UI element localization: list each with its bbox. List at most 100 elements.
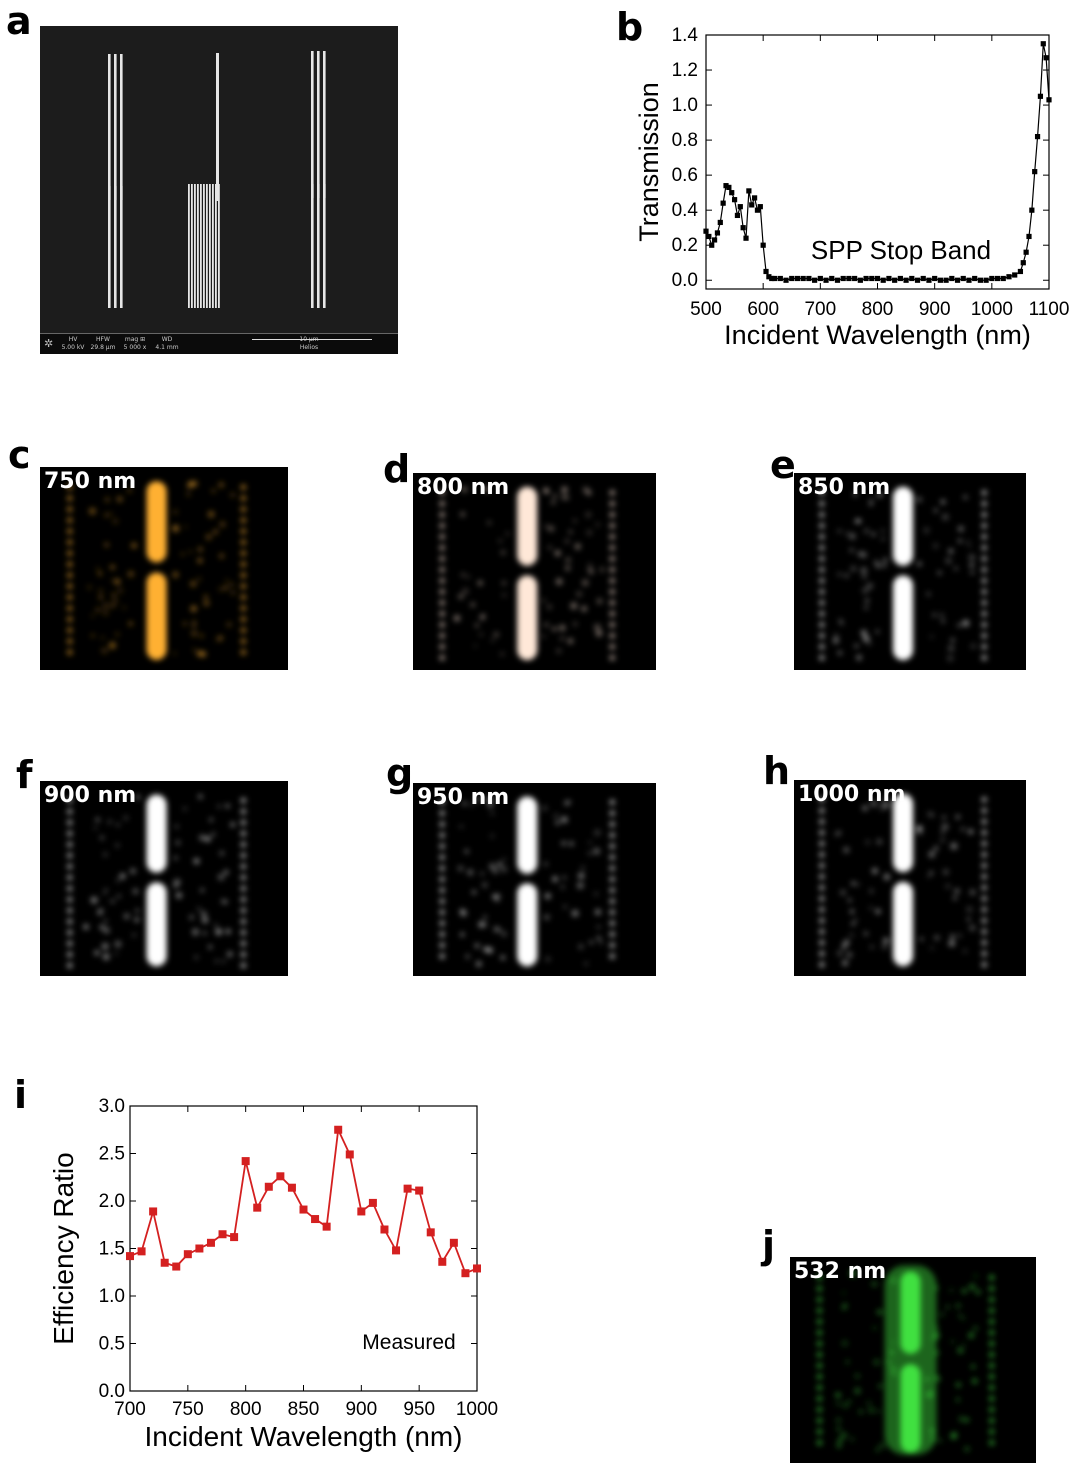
transmission-point bbox=[783, 277, 789, 283]
transmission-point bbox=[932, 275, 938, 282]
sem-instrument: Helios bbox=[299, 344, 319, 351]
sem-hfw-key: HFW bbox=[96, 336, 110, 343]
efficiency-point bbox=[473, 1264, 481, 1273]
x-tick-label: 1100 bbox=[1029, 299, 1070, 320]
y-tick-label: 1.4 bbox=[672, 25, 699, 46]
efficiency-point bbox=[449, 1238, 458, 1247]
efficiency-point bbox=[368, 1198, 377, 1207]
x-tick-label: 900 bbox=[345, 1399, 377, 1420]
transmission-point bbox=[886, 275, 892, 282]
transmission-point bbox=[863, 275, 869, 282]
y-tick-label: 1.5 bbox=[99, 1239, 125, 1260]
transmission-point bbox=[949, 275, 955, 282]
transmission-point bbox=[1017, 268, 1024, 275]
transmission-point bbox=[1029, 207, 1035, 213]
panel-letter-c: c bbox=[8, 433, 31, 477]
transmission-point bbox=[772, 275, 778, 282]
transmission-point bbox=[1034, 134, 1041, 140]
transmission-point bbox=[972, 275, 978, 282]
transmission-point bbox=[729, 190, 735, 196]
optical-pattern-e bbox=[818, 486, 988, 662]
optical-pattern-h bbox=[818, 793, 988, 968]
efficiency-point bbox=[195, 1244, 204, 1253]
panel-letter-j: j bbox=[762, 1223, 776, 1267]
sem-wd-value: 4.1 mm bbox=[155, 344, 179, 351]
x-tick-label: 800 bbox=[862, 299, 894, 320]
transmission-point bbox=[829, 275, 835, 282]
transmission-point bbox=[869, 275, 875, 282]
y-tick-label: 0.0 bbox=[99, 1381, 125, 1402]
y-tick-label: 0.5 bbox=[99, 1334, 125, 1355]
transmission-point bbox=[749, 202, 755, 208]
sem-hfw-value: 29.8 µm bbox=[90, 344, 116, 351]
transmission-point bbox=[977, 277, 983, 283]
panel-letter-b: b bbox=[616, 5, 644, 49]
transmission-point bbox=[846, 275, 852, 282]
transmission-point bbox=[746, 188, 752, 194]
transmission-chart: 500 600 700 800 900 1000 1100 0.0 0.2 0.4 0.6 0.8 1.… bbox=[634, 25, 1070, 350]
x-tick-label: 700 bbox=[114, 1399, 146, 1420]
sem-scale-bar bbox=[252, 339, 372, 340]
chart-annotation: SPP Stop Band bbox=[811, 235, 991, 265]
panel-letter-f: f bbox=[16, 753, 33, 797]
y-tick-label: 1.0 bbox=[99, 1286, 125, 1307]
transmission-point bbox=[763, 268, 769, 275]
efficiency-point bbox=[183, 1250, 192, 1259]
efficiency-point bbox=[241, 1157, 250, 1166]
y-tick-label: 0.2 bbox=[672, 235, 698, 256]
efficiency-point bbox=[311, 1215, 320, 1224]
sem-mag-key: mag ⊞ bbox=[124, 336, 146, 343]
transmission-point bbox=[1000, 275, 1006, 282]
transmission-point bbox=[926, 277, 932, 283]
transmission-point bbox=[880, 277, 886, 283]
panel-letter-g: g bbox=[386, 751, 414, 795]
efficiency-point bbox=[345, 1150, 354, 1159]
y-axis-label: Transmission bbox=[634, 82, 664, 242]
transmission-point bbox=[800, 275, 806, 282]
efficiency-point bbox=[287, 1183, 296, 1192]
transmission-point bbox=[706, 233, 712, 240]
transmission-point bbox=[874, 275, 881, 282]
transmission-point bbox=[714, 230, 721, 236]
sem-info-bar: ✲ HV 5.00 kV HFW 29.8 µm mag ⊞ 5 000 x WD 4.… bbox=[40, 333, 398, 354]
transmission-point bbox=[960, 275, 966, 282]
transmission-point bbox=[812, 277, 818, 283]
transmission-point bbox=[1012, 272, 1018, 278]
transmission-point bbox=[857, 277, 863, 283]
transmission-point bbox=[1040, 41, 1046, 47]
chart-annotation: Measured bbox=[362, 1331, 455, 1354]
transmission-point bbox=[777, 275, 783, 282]
transmission-point bbox=[751, 195, 758, 201]
transmission-point bbox=[909, 275, 915, 282]
transmission-point bbox=[897, 275, 903, 282]
transmission-point bbox=[914, 277, 921, 283]
transmission-point bbox=[806, 275, 812, 282]
efficiency-point bbox=[403, 1184, 412, 1193]
efficiency-point bbox=[415, 1186, 424, 1195]
transmission-point bbox=[1026, 233, 1032, 240]
transmission-point bbox=[1020, 260, 1026, 266]
transmission-point bbox=[709, 242, 715, 248]
transmission-point bbox=[966, 277, 972, 283]
transmission-point bbox=[711, 237, 718, 243]
efficiency-point bbox=[230, 1233, 239, 1242]
y-tick-label: 1.2 bbox=[672, 60, 698, 81]
image-label-h: 1000 nm bbox=[798, 782, 906, 807]
transmission-point bbox=[743, 235, 749, 241]
image-label-e: 850 nm bbox=[798, 475, 891, 500]
transmission-point bbox=[754, 207, 761, 213]
transmission-point bbox=[823, 277, 829, 283]
optical-image-d: 800 nm bbox=[413, 473, 656, 670]
transmission-point bbox=[903, 277, 909, 283]
x-tick-label: 750 bbox=[172, 1399, 204, 1420]
x-tick-label: 900 bbox=[919, 299, 951, 320]
efficiency-point bbox=[299, 1205, 308, 1214]
panel-letter-i: i bbox=[14, 1073, 28, 1117]
optical-image-f: 900 nm bbox=[40, 781, 288, 976]
transmission-point bbox=[789, 275, 795, 282]
transmission-point bbox=[703, 228, 709, 234]
efficiency-point bbox=[126, 1252, 134, 1261]
y-tick-label: 2.0 bbox=[99, 1191, 125, 1212]
x-tick-label: 1000 bbox=[456, 1399, 498, 1420]
transmission-point bbox=[717, 219, 723, 226]
